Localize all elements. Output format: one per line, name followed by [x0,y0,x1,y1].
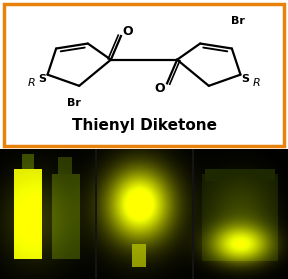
Text: Br: Br [67,98,80,108]
Text: S: S [38,74,46,84]
Text: S: S [242,74,250,84]
Text: O: O [155,82,165,95]
Text: O: O [123,25,133,38]
Text: Thienyl Diketone: Thienyl Diketone [71,118,217,133]
Text: R: R [28,78,35,88]
Text: Br: Br [231,16,245,26]
Text: R: R [253,78,260,88]
